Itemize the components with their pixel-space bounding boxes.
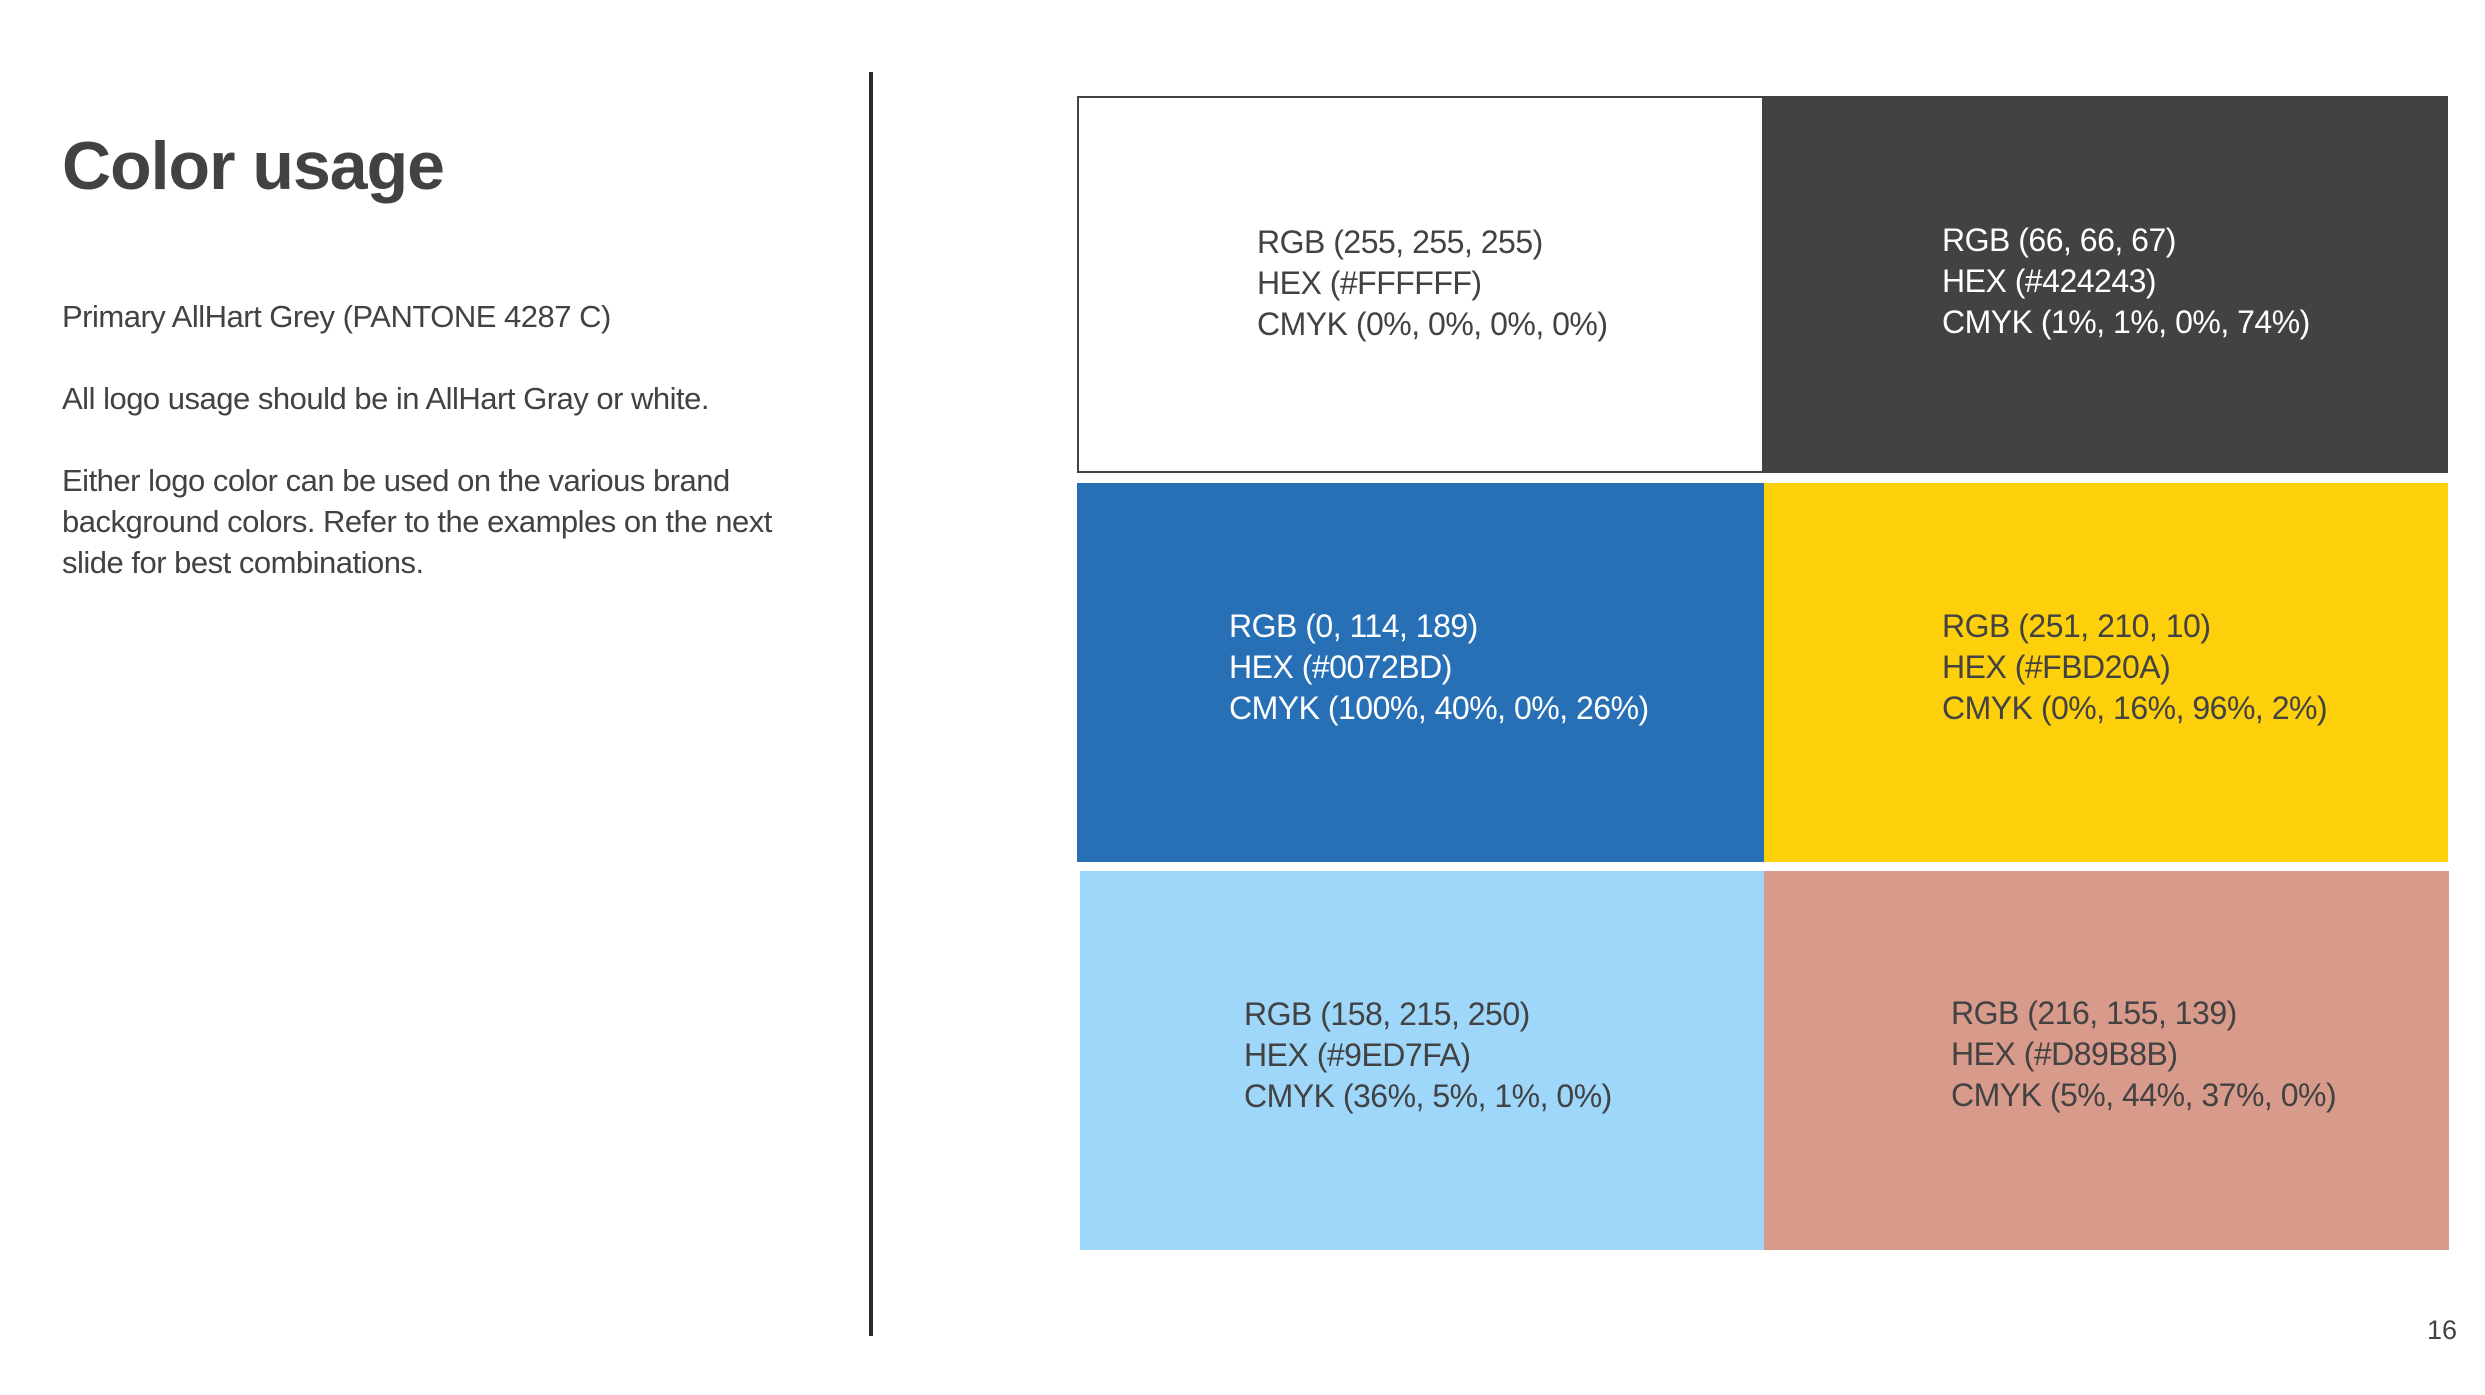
cmyk-value: CMYK (5%, 44%, 37%, 0%) (1951, 1077, 2337, 1113)
hex-value: HEX (#0072BD) (1229, 649, 1452, 685)
swatch-info: RGB (66, 66, 67) HEX (#424243) CMYK (1%,… (1942, 220, 2310, 343)
swatch-info: RGB (216, 155, 139) HEX (#D89B8B) CMYK (… (1951, 993, 2337, 1116)
swatch-grey: RGB (66, 66, 67) HEX (#424243) CMYK (1%,… (1764, 96, 2448, 473)
cmyk-value: CMYK (1%, 1%, 0%, 74%) (1942, 304, 2310, 340)
logo-usage-paragraph: All logo usage should be in AllHart Gray… (62, 381, 710, 416)
hex-value: HEX (#D89B8B) (1951, 1036, 2178, 1072)
rgb-value: RGB (66, 66, 67) (1942, 222, 2176, 258)
body-text: Primary AllHart Grey (PANTONE 4287 C) Al… (62, 296, 802, 624)
cmyk-value: CMYK (36%, 5%, 1%, 0%) (1244, 1078, 1612, 1114)
hex-value: HEX (#FBD20A) (1942, 649, 2171, 685)
swatch-info: RGB (0, 114, 189) HEX (#0072BD) CMYK (10… (1229, 606, 1649, 729)
cmyk-value: CMYK (100%, 40%, 0%, 26%) (1229, 690, 1649, 726)
swatch-yellow: RGB (251, 210, 10) HEX (#FBD20A) CMYK (0… (1764, 483, 2448, 862)
page-title: Color usage (62, 128, 445, 204)
rgb-value: RGB (0, 114, 189) (1229, 608, 1478, 644)
cmyk-value: CMYK (0%, 0%, 0%, 0%) (1257, 306, 1608, 342)
primary-color-paragraph: Primary AllHart Grey (PANTONE 4287 C) (62, 299, 611, 334)
vertical-divider (869, 72, 873, 1336)
cmyk-value: CMYK (0%, 16%, 96%, 2%) (1942, 690, 2328, 726)
swatch-info: RGB (255, 255, 255) HEX (#FFFFFF) CMYK (… (1257, 222, 1608, 345)
rgb-value: RGB (158, 215, 250) (1244, 996, 1530, 1032)
page-number: 16 (2426, 1315, 2457, 1345)
swatch-terracotta: RGB (216, 155, 139) HEX (#D89B8B) CMYK (… (1764, 871, 2449, 1250)
swatch-blue: RGB (0, 114, 189) HEX (#0072BD) CMYK (10… (1077, 483, 1764, 862)
hex-value: HEX (#424243) (1942, 263, 2157, 299)
swatch-info: RGB (158, 215, 250) HEX (#9ED7FA) CMYK (… (1244, 994, 1612, 1117)
rgb-value: RGB (216, 155, 139) (1951, 995, 2237, 1031)
swatch-info: RGB (251, 210, 10) HEX (#FBD20A) CMYK (0… (1942, 606, 2328, 729)
hex-value: HEX (#FFFFFF) (1257, 265, 1482, 301)
rgb-value: RGB (255, 255, 255) (1257, 224, 1543, 260)
hex-value: HEX (#9ED7FA) (1244, 1037, 1471, 1073)
background-combination-paragraph: Either logo color can be used on the var… (62, 463, 772, 580)
swatch-white: RGB (255, 255, 255) HEX (#FFFFFF) CMYK (… (1077, 96, 1764, 473)
swatch-light-blue: RGB (158, 215, 250) HEX (#9ED7FA) CMYK (… (1080, 871, 1764, 1250)
rgb-value: RGB (251, 210, 10) (1942, 608, 2211, 644)
